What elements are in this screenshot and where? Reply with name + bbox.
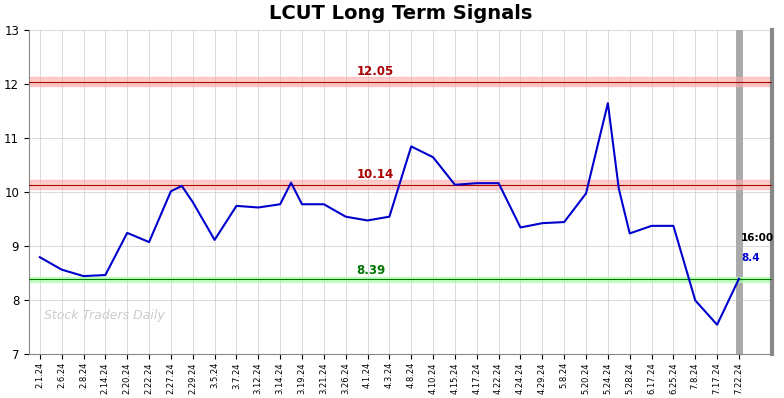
Text: 8.39: 8.39 [357, 264, 386, 277]
Title: LCUT Long Term Signals: LCUT Long Term Signals [269, 4, 532, 23]
Text: 16:00: 16:00 [741, 233, 775, 243]
Bar [29, 77, 771, 86]
Bar [29, 180, 771, 189]
Text: 8.4: 8.4 [741, 253, 760, 263]
Bar [29, 277, 771, 281]
Text: 10.14: 10.14 [357, 168, 394, 181]
Text: 12.05: 12.05 [357, 64, 394, 78]
Text: Stock Traders Daily: Stock Traders Daily [44, 309, 165, 322]
